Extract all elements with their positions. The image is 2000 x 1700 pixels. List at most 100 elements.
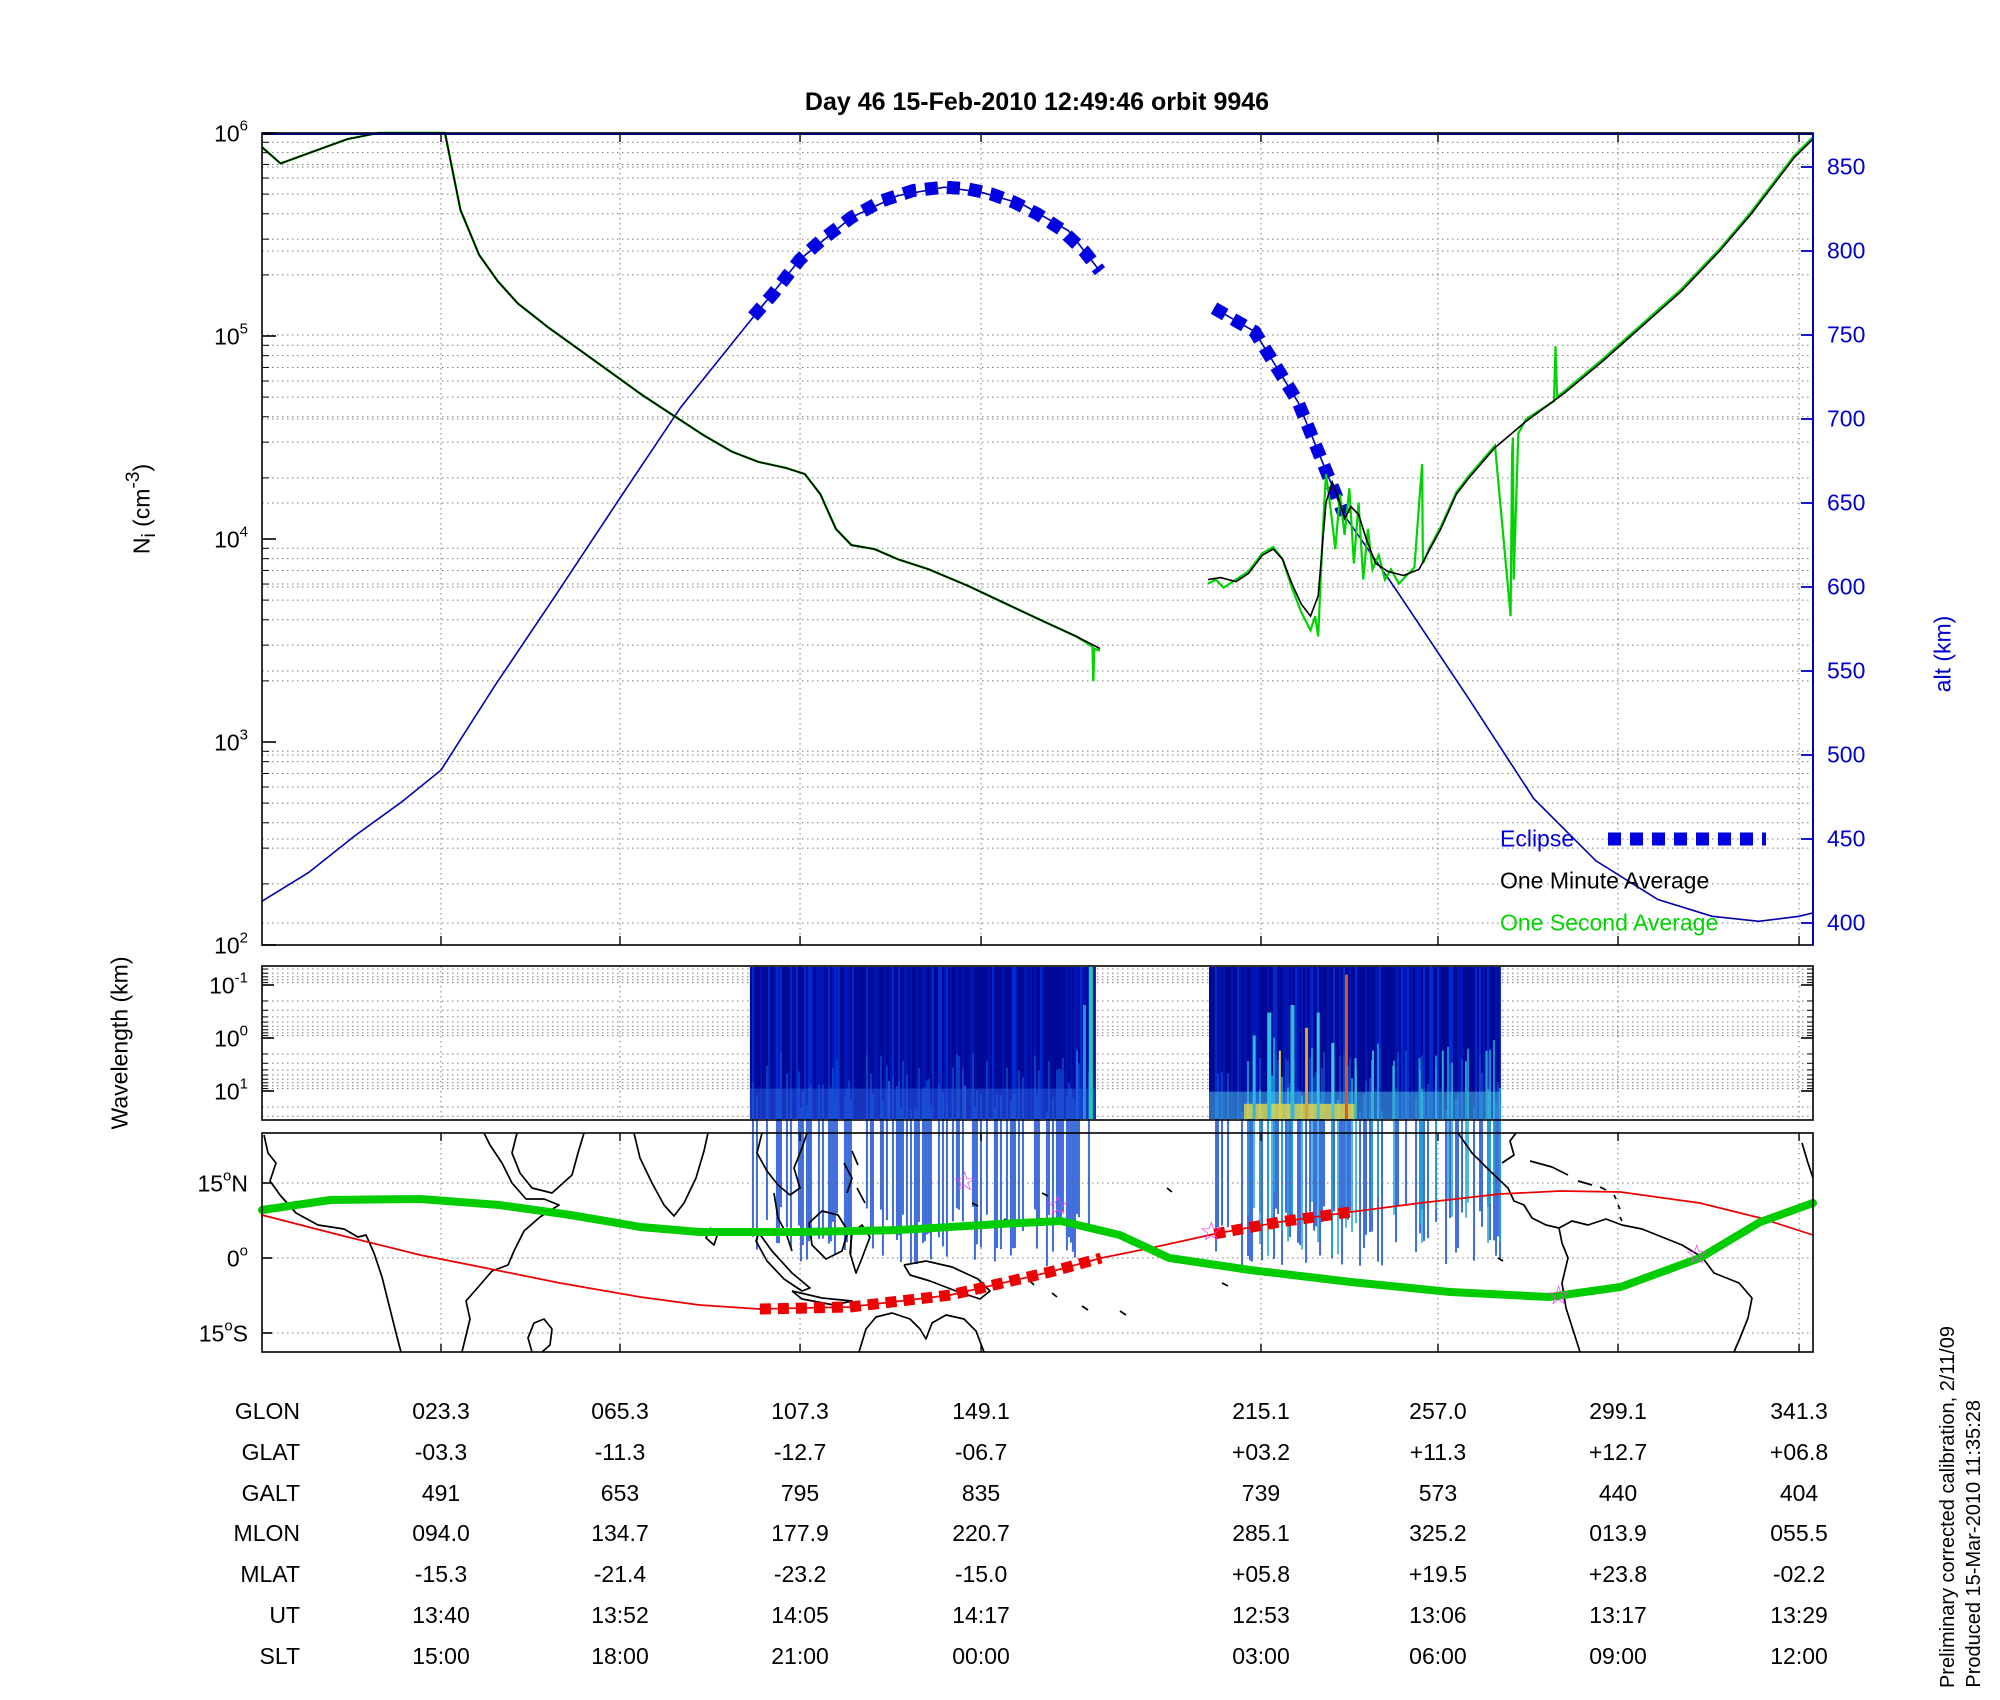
table-row-label-glon: GLON bbox=[234, 1398, 300, 1424]
table-cell-mlon: 134.7 bbox=[591, 1520, 649, 1547]
legend-one-second-average: One Second Average bbox=[1500, 909, 1719, 936]
wavelength-tick-label: 101 bbox=[214, 1075, 248, 1105]
alt-axis-tick-label: 450 bbox=[1827, 825, 1866, 852]
latitude-tick-label: 15oN bbox=[197, 1167, 248, 1197]
produced-timestamp-note: Produced 15-Mar-2010 11:35:28 bbox=[1963, 1400, 1985, 1688]
table-cell-mlat: -23.2 bbox=[773, 1561, 827, 1588]
ni-axis-tick-label: 104 bbox=[214, 523, 248, 553]
table-cell-galt: 404 bbox=[1779, 1479, 1819, 1506]
table-cell-galt: 440 bbox=[1598, 1479, 1638, 1506]
table-cell-slt: 18:00 bbox=[591, 1642, 649, 1669]
table-cell-glat: -12.7 bbox=[773, 1438, 827, 1465]
table-cell-mlon: 013.9 bbox=[1589, 1520, 1647, 1547]
alt-axis-tick-label: 500 bbox=[1827, 741, 1866, 768]
legend-eclipse-dash-sample bbox=[1608, 832, 1766, 846]
table-cell-glat: +12.7 bbox=[1588, 1438, 1648, 1465]
ground-station-star-icon: ☆ bbox=[1546, 1280, 1571, 1311]
table-cell-ut: 13:52 bbox=[591, 1602, 649, 1628]
wavelength-spectrogram bbox=[261, 965, 1814, 1267]
table-row-label-mlat: MLAT bbox=[240, 1561, 300, 1588]
table-cell-slt: 06:00 bbox=[1409, 1642, 1467, 1669]
table-cell-galt: 739 bbox=[1241, 1479, 1281, 1506]
table-cell-galt: 573 bbox=[1418, 1479, 1458, 1506]
ground-station-star-icon: ☆ bbox=[1684, 1239, 1709, 1270]
table-cell-glat: +06.8 bbox=[1769, 1438, 1829, 1465]
wavelength-tick-label: 10-1 bbox=[209, 969, 248, 999]
alt-axis-tick-label: 850 bbox=[1827, 153, 1866, 180]
table-cell-ut: 13:06 bbox=[1409, 1602, 1467, 1628]
table-cell-ut: 13:29 bbox=[1770, 1602, 1828, 1628]
ni-axis-tick-label: 105 bbox=[214, 320, 248, 350]
alt-axis-tick-label: 750 bbox=[1827, 321, 1866, 348]
table-cell-slt: 15:00 bbox=[412, 1642, 470, 1669]
table-cell-glon: 257.0 bbox=[1409, 1398, 1467, 1424]
wavelength-axis-label: Wavelength (km) bbox=[106, 956, 133, 1130]
alt-axis-tick-label: 650 bbox=[1827, 489, 1866, 516]
table-cell-glon: 065.3 bbox=[591, 1398, 649, 1424]
table-cell-mlat: -02.2 bbox=[1772, 1561, 1826, 1588]
table-cell-glon: 023.3 bbox=[412, 1398, 470, 1424]
legend-one-minute-average: One Minute Average bbox=[1500, 867, 1710, 894]
alt-axis-tick-label: 800 bbox=[1827, 237, 1866, 264]
table-cell-mlon: 055.5 bbox=[1770, 1520, 1828, 1547]
table-cell-slt: 00:00 bbox=[952, 1642, 1010, 1669]
alt-axis-label: alt (km) bbox=[1929, 615, 1956, 693]
table-row-label-galt: GALT bbox=[241, 1479, 300, 1506]
table-cell-galt: 653 bbox=[600, 1479, 640, 1506]
table-cell-mlon: 285.1 bbox=[1232, 1520, 1290, 1547]
table-row-label-slt: SLT bbox=[259, 1642, 300, 1669]
table-cell-galt: 491 bbox=[421, 1479, 461, 1506]
table-cell-mlat: -21.4 bbox=[593, 1561, 647, 1588]
table-cell-glon: 341.3 bbox=[1770, 1398, 1828, 1424]
table-cell-mlat: -15.3 bbox=[414, 1561, 468, 1588]
table-cell-slt: 09:00 bbox=[1589, 1642, 1647, 1669]
ni-axis-tick-label: 102 bbox=[214, 929, 248, 959]
alt-axis-tick-label: 600 bbox=[1827, 573, 1866, 600]
table-row-label-ut: UT bbox=[269, 1602, 300, 1628]
ground-station-star-icon: ☆ bbox=[1199, 1216, 1224, 1247]
table-cell-glat: +03.2 bbox=[1231, 1438, 1291, 1465]
table-row-label-glat: GLAT bbox=[241, 1438, 300, 1465]
table-cell-galt: 835 bbox=[961, 1479, 1001, 1506]
table-cell-glon: 299.1 bbox=[1589, 1398, 1647, 1424]
table-cell-glat: -06.7 bbox=[954, 1438, 1008, 1465]
table-cell-ut: 14:17 bbox=[952, 1602, 1010, 1628]
table-cell-mlon: 220.7 bbox=[952, 1520, 1010, 1547]
wavelength-tick-label: 100 bbox=[214, 1022, 248, 1052]
table-cell-mlon: 325.2 bbox=[1409, 1520, 1467, 1547]
table-cell-ut: 13:40 bbox=[412, 1602, 470, 1628]
ni-axis-tick-label: 106 bbox=[214, 117, 248, 147]
table-cell-glat: -03.3 bbox=[414, 1438, 468, 1465]
alt-axis-tick-label: 550 bbox=[1827, 657, 1866, 684]
table-cell-galt: 795 bbox=[780, 1479, 820, 1506]
table-row-label-mlon: MLON bbox=[233, 1520, 300, 1547]
table-cell-slt: 21:00 bbox=[771, 1642, 829, 1669]
table-cell-mlon: 177.9 bbox=[771, 1520, 829, 1547]
table-cell-mlat: +19.5 bbox=[1408, 1561, 1468, 1588]
calibration-note: Preliminary corrected calibration, 2/11/… bbox=[1937, 1325, 1959, 1688]
table-cell-slt: 03:00 bbox=[1232, 1642, 1290, 1669]
table-cell-glon: 149.1 bbox=[952, 1398, 1010, 1424]
table-cell-slt: 12:00 bbox=[1770, 1642, 1828, 1669]
ni-axis-tick-label: 103 bbox=[214, 726, 248, 756]
ground-station-star-icon: ☆ bbox=[952, 1166, 977, 1197]
ground-station-star-icon: ☆ bbox=[1045, 1190, 1070, 1221]
table-cell-glon: 107.3 bbox=[771, 1398, 829, 1424]
table-cell-glat: +11.3 bbox=[1409, 1438, 1467, 1465]
table-cell-mlat: -15.0 bbox=[954, 1561, 1008, 1588]
table-cell-mlat: +05.8 bbox=[1231, 1561, 1291, 1588]
alt-axis-tick-label: 400 bbox=[1827, 909, 1866, 936]
page-title: Day 46 15-Feb-2010 12:49:46 orbit 9946 bbox=[804, 88, 1270, 116]
table-cell-glon: 215.1 bbox=[1232, 1398, 1290, 1424]
legend-eclipse: Eclipse bbox=[1500, 825, 1575, 852]
table-cell-ut: 12:53 bbox=[1232, 1602, 1290, 1628]
table-cell-ut: 13:17 bbox=[1589, 1602, 1647, 1628]
table-cell-mlat: +23.8 bbox=[1588, 1561, 1648, 1588]
latitude-tick-label: 0o bbox=[226, 1242, 248, 1272]
table-cell-mlon: 094.0 bbox=[412, 1520, 470, 1547]
latitude-tick-label: 15oS bbox=[198, 1317, 248, 1347]
ni-axis-label: Ni (cm-3) bbox=[122, 463, 161, 555]
table-cell-ut: 14:05 bbox=[771, 1602, 829, 1628]
world-map-ground-track bbox=[258, 1132, 1817, 1353]
